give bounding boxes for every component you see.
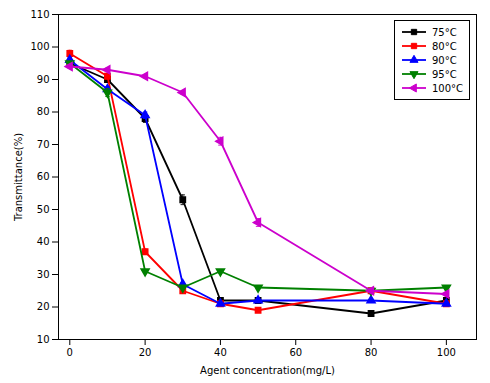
html-text:90°C: 90°C [431,54,457,66]
html-text:95°C: 95°C [431,68,457,80]
svg-text:50: 50 [37,204,50,215]
html-text:75°C: 75°C [431,26,457,38]
svg-text:90: 90 [37,74,50,85]
svg-text:10: 10 [37,334,50,345]
svg-text:20: 20 [139,347,152,358]
svg-text:100: 100 [30,41,49,52]
svg-text:80: 80 [37,106,50,117]
svg-text:60: 60 [289,347,302,358]
svg-text:Transmittance(%): Transmittance(%) [13,133,24,222]
svg-text:80: 80 [365,347,378,358]
svg-text:100: 100 [437,347,456,358]
svg-text:60: 60 [37,171,50,182]
svg-text:40: 40 [214,347,227,358]
svg-text:0: 0 [67,347,73,358]
svg-text:Agent concentration(mg/L): Agent concentration(mg/L) [200,365,335,376]
svg-text:20: 20 [37,301,50,312]
html-text:80°C: 80°C [431,40,457,52]
html-text:100°C: 100°C [431,82,463,94]
svg-text:70: 70 [37,139,50,150]
svg-text:110: 110 [30,9,49,20]
svg-text:40: 40 [37,236,50,247]
svg-text:30: 30 [37,269,50,280]
